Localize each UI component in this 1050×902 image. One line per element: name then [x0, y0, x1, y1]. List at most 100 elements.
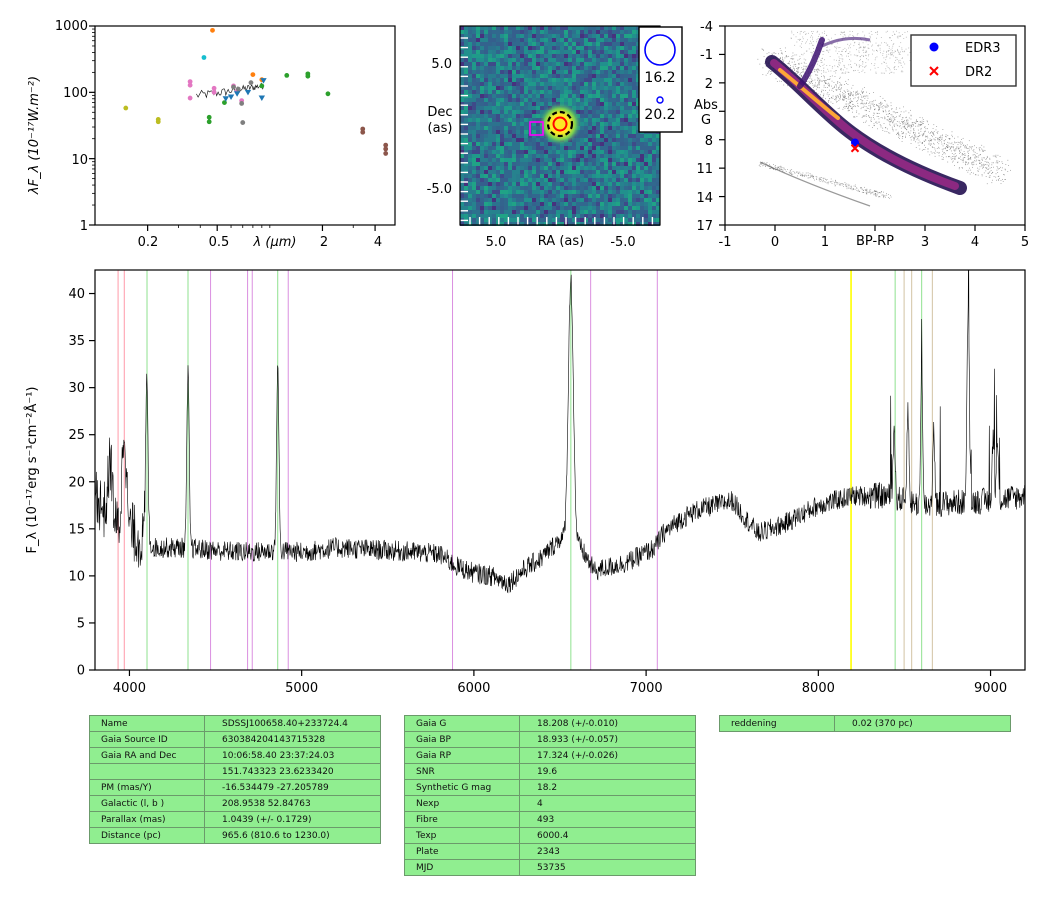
cmd-dr2-point — [850, 144, 860, 153]
table-key: Galactic (l, b ) — [89, 795, 205, 812]
spectrum-ytick-35: 35 — [68, 334, 85, 349]
sed-point-s2-1 — [250, 72, 256, 78]
table-row: Fibre 493 — [404, 811, 696, 828]
spectrum-xtick-9000: 9000 — [974, 681, 1007, 696]
cmd-edr3-point — [851, 138, 859, 147]
table-row: Gaia G 18.208 (+/-0.010) — [404, 715, 696, 732]
table-value: 1.0439 (+/- 0.1729) — [204, 811, 381, 828]
spectrum-ytick-20: 20 — [68, 475, 85, 490]
sed-xtick-2: 2 — [320, 235, 328, 250]
table-row: reddening 0.02 (370 pc) — [719, 715, 1011, 732]
sed-point-s1-0 — [201, 55, 207, 60]
table-row: Gaia BP 18.933 (+/-0.057) — [404, 731, 696, 748]
spectrum-ytick-40: 40 — [68, 287, 85, 302]
sed-xtick-0.5: 0.5 — [209, 235, 230, 250]
image-pixels — [460, 26, 660, 226]
sed-point-s3-4 — [211, 89, 217, 95]
sed-point-s7-2 — [383, 142, 389, 148]
cmd-density-core — [759, 36, 967, 207]
table-value: 53735 — [519, 859, 696, 876]
sed-point-s7-4 — [383, 151, 389, 156]
sed-point-s6-4 — [258, 95, 266, 102]
table-row: Gaia RP 17.324 (+/-0.026) — [404, 747, 696, 764]
table-key: Fibre — [404, 811, 520, 828]
sdss-position-marker — [529, 121, 544, 136]
cmd-density-dots — [757, 30, 1011, 199]
legend-mag-circle-small — [656, 96, 664, 104]
table-value: 6000.4 — [519, 827, 696, 844]
legend-mag-circle-large — [644, 34, 676, 66]
table-row: Name SDSSJ100658.40+233724.4 — [89, 715, 381, 732]
sed-ytick-100: 100 — [63, 86, 88, 101]
legend-mag-20.2: 20.2 — [644, 107, 675, 123]
spectrum-background — [95, 270, 1025, 670]
sed-point-s6-5 — [260, 78, 267, 84]
info-table-2: Gaia G 18.208 (+/-0.010) Gaia BP 18.933 (+/… — [404, 715, 696, 876]
cmd-ytick-17: 17 — [696, 219, 713, 234]
spectrum-xtick-7000: 7000 — [630, 681, 663, 696]
sed-point-s4-0 — [231, 84, 236, 90]
spectrum-ylabel: F_λ (10⁻¹⁷erg s⁻¹cm⁻²Å⁻¹) — [24, 387, 40, 554]
sed-point-s5-7 — [325, 91, 331, 97]
cmd-ytick-11: 11 — [696, 162, 713, 177]
cmd-ytick-2: 2 — [705, 77, 713, 92]
sed-point-s4-4 — [248, 80, 254, 86]
sed-ytick-1000: 1000 — [55, 19, 88, 34]
table-value: 493 — [519, 811, 696, 828]
table-row: Galactic (l, b ) 208.9538 52.84763 — [89, 795, 381, 812]
sed-point-s5-3 — [259, 83, 265, 89]
sed-point-s3-1 — [187, 82, 193, 88]
gaia-position-marker — [552, 116, 568, 132]
sed-point-s4-3 — [240, 120, 246, 125]
sed-point-s3-2 — [187, 95, 193, 101]
image-ylabel: Dec (as) — [427, 105, 452, 136]
sed-panel: 1000 100 10 1 0.2 0.5 2 4 λ (μm) λF_λ (1… — [27, 19, 396, 250]
table-value: 17.324 (+/-0.026) — [519, 747, 696, 764]
table-key: PM (mas/Y) — [89, 779, 205, 796]
legend-mag-16.2: 16.2 — [644, 70, 675, 86]
sed-point-s5-4 — [284, 73, 290, 78]
table-value: 18.208 (+/-0.010) — [519, 715, 696, 732]
table-key: Nexp — [404, 795, 520, 812]
cmd-ytick-minus1: -1 — [700, 48, 713, 63]
table-key: Parallax (mas) — [89, 811, 205, 828]
table-row: Synthetic G mag 18.2 — [404, 779, 696, 796]
table-key: Gaia RP — [404, 747, 520, 764]
sed-point-s6-0 — [222, 96, 230, 102]
sed-point-s4-1 — [235, 86, 241, 92]
spectrum-xtick-5000: 5000 — [285, 681, 318, 696]
image-xtick-minus5: -5.0 — [610, 235, 635, 250]
legend-edr3-marker — [929, 42, 939, 52]
figure: 1000 100 10 1 0.2 0.5 2 4 λ (μm) λF_λ (1… — [24, 19, 1029, 696]
cmd-panel: EDR3 DR2 -4 -1 2 8 11 14 17 Abs G -1 0 1 … — [694, 20, 1029, 250]
table-key: Synthetic G mag — [404, 779, 520, 796]
image-ytick-5: 5.0 — [431, 57, 452, 72]
table-key: Distance (pc) — [89, 827, 205, 844]
sed-point-s3-3 — [211, 85, 217, 91]
table-key: Gaia BP — [404, 731, 520, 748]
cmd-legend-box — [910, 34, 1017, 87]
table-value: 151.743323 23.6233420 — [204, 763, 381, 780]
sed-point-s0-0 — [123, 105, 129, 111]
table-value: 18.2 — [519, 779, 696, 796]
cmd-ytick-14: 14 — [696, 191, 713, 206]
sed-point-s5-0 — [206, 114, 212, 120]
legend-dr2-label: DR2 — [965, 65, 992, 80]
table-value: 10:06:58.40 23:37:24.03 — [204, 747, 381, 764]
spectrum-flux-line — [95, 270, 1025, 594]
cmd-xtick-1: 1 — [821, 235, 829, 250]
sed-point-s0-2 — [155, 117, 161, 122]
sed-xlabel: λ (μm) — [253, 235, 297, 250]
table-key: SNR — [404, 763, 520, 780]
cmd-xtick-4: 4 — [971, 235, 979, 250]
table-value: 18.933 (+/-0.057) — [519, 731, 696, 748]
table-row: PM (mas/Y) -16.534479 -27.205789 — [89, 779, 381, 796]
table-value: 0.02 (370 pc) — [834, 715, 1011, 732]
sed-point-s6-2 — [233, 91, 241, 97]
sed-point-s6-1 — [227, 94, 235, 101]
table-value: 630384204143715328 — [204, 731, 381, 748]
sed-point-s3-0 — [187, 79, 193, 85]
sed-point-s5-6 — [305, 73, 311, 79]
table-key: Name — [89, 715, 205, 732]
image-xtick-5: 5.0 — [486, 235, 507, 250]
